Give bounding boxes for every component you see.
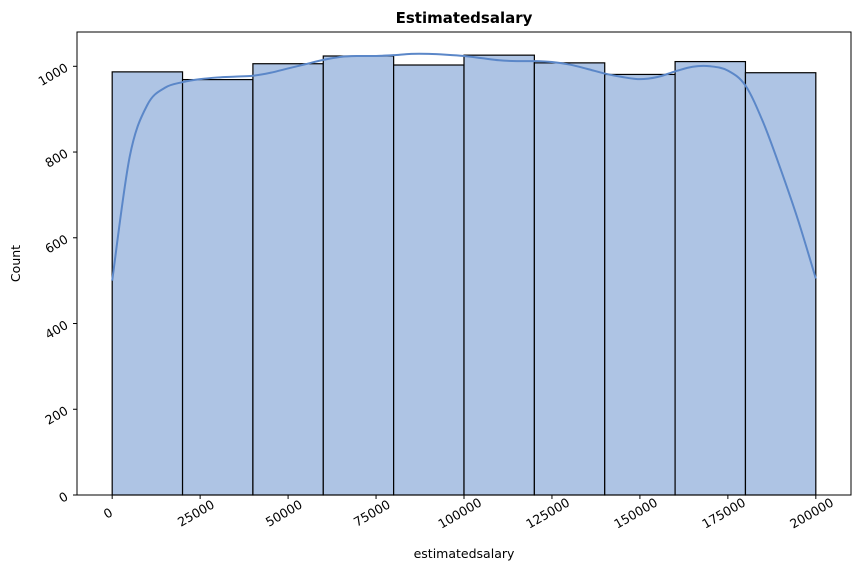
x-tick-label: 75000 xyxy=(351,497,393,530)
histogram-bar-1 xyxy=(181,78,254,496)
histogram-bar-4 xyxy=(393,64,465,496)
x-tick-label: 150000 xyxy=(611,495,660,532)
x-tick-label: 200000 xyxy=(787,495,836,532)
histogram-bar-2 xyxy=(252,63,324,496)
x-tick-label: 175000 xyxy=(699,495,748,532)
y-tick-label: 1000 xyxy=(35,60,70,89)
y-axis-title: Count xyxy=(8,245,23,282)
histogram-bar-6 xyxy=(533,62,606,496)
y-tick-label: 800 xyxy=(42,146,70,171)
histogram-bar-8 xyxy=(674,60,747,496)
y-tick-label: 200 xyxy=(42,403,70,428)
histogram-bar-5 xyxy=(463,54,535,496)
y-tick-label: 400 xyxy=(42,317,70,342)
histogram-bar-9 xyxy=(744,72,817,496)
bars-layer xyxy=(111,54,817,496)
y-tick-label: 600 xyxy=(42,231,70,256)
y-axis: 0 200 400 600 800 1000 xyxy=(35,60,77,506)
chart-title: Estimatedsalary xyxy=(396,9,533,27)
x-axis-title: estimatedsalary xyxy=(414,546,515,561)
histogram-bar-3 xyxy=(322,55,395,496)
histogram-bar-0 xyxy=(111,71,184,496)
x-tick-label: 50000 xyxy=(263,497,305,530)
histogram-bar-7 xyxy=(604,73,676,496)
y-tick-label: 0 xyxy=(56,489,70,506)
x-tick-label: 125000 xyxy=(523,495,572,532)
kde-line xyxy=(111,52,817,281)
x-tick-label: 0 xyxy=(101,505,115,522)
x-tick-label: 25000 xyxy=(175,497,217,530)
x-tick-label: 100000 xyxy=(435,495,484,532)
x-axis: 0 25000 50000 75000 100000 125000 150000 175000… xyxy=(101,495,836,532)
